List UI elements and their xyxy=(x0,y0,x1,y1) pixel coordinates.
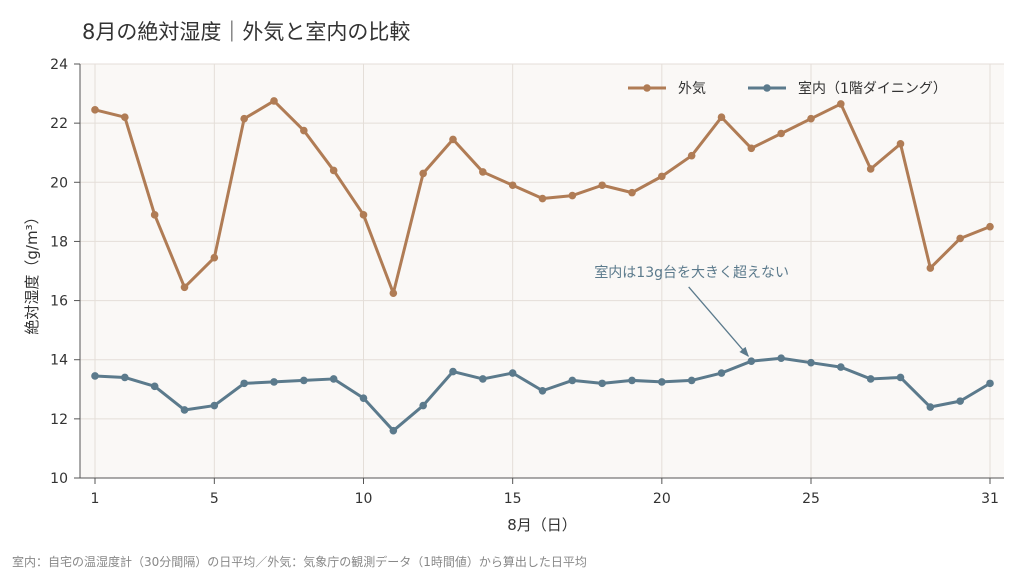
data-point xyxy=(180,283,189,292)
y-tick-label: 10 xyxy=(50,471,68,487)
data-point xyxy=(896,140,905,148)
y-tick-label: 14 xyxy=(50,353,68,369)
y-tick-label: 20 xyxy=(50,175,68,191)
data-point xyxy=(270,378,278,386)
data-point xyxy=(270,97,278,105)
data-point xyxy=(449,367,457,376)
data-point xyxy=(837,363,845,371)
x-axis-label: 8月（日） xyxy=(507,516,577,534)
data-point xyxy=(807,114,815,123)
data-point xyxy=(508,369,517,377)
x-tick-label: 10 xyxy=(355,491,373,507)
data-point xyxy=(210,253,219,262)
data-point xyxy=(479,375,487,383)
data-point xyxy=(956,234,964,243)
data-point xyxy=(479,168,487,176)
annotation-text: 室内は13g台を大きく超えない xyxy=(594,264,789,281)
x-tick-label: 25 xyxy=(802,491,820,507)
data-point xyxy=(658,172,666,181)
chart-title: 8月の絶対湿度｜外気と室内の比較 xyxy=(82,20,410,44)
data-point xyxy=(329,375,338,383)
data-point xyxy=(359,211,368,219)
x-tick-label: 20 xyxy=(653,491,671,507)
data-point xyxy=(986,379,994,388)
data-point xyxy=(300,126,308,135)
data-point xyxy=(91,106,99,114)
data-point xyxy=(150,211,159,219)
data-point xyxy=(389,426,398,435)
data-point xyxy=(628,376,636,385)
y-tick-label: 24 xyxy=(50,57,68,73)
series-1 xyxy=(91,97,994,297)
y-tick-label: 18 xyxy=(50,234,68,250)
data-point xyxy=(359,394,368,402)
data-point xyxy=(419,401,427,410)
data-point xyxy=(538,194,547,203)
data-point xyxy=(240,379,248,388)
data-point xyxy=(508,181,517,190)
data-point xyxy=(777,354,785,363)
data-point xyxy=(986,222,994,231)
data-point xyxy=(389,289,398,297)
legend-swatch-marker xyxy=(763,84,771,92)
data-point xyxy=(538,386,547,395)
data-point xyxy=(121,373,129,382)
data-point xyxy=(777,129,785,138)
data-point xyxy=(91,372,99,380)
data-point xyxy=(926,403,935,411)
x-tick-label: 31 xyxy=(981,491,999,507)
data-point xyxy=(150,382,159,391)
data-point xyxy=(837,100,845,108)
data-point xyxy=(240,114,248,123)
data-point xyxy=(300,376,308,385)
data-point xyxy=(121,113,129,122)
footnote: 室内：自宅の温湿度計（30分間隔）の日平均／外気：気象庁の観測データ（1時間値）… xyxy=(12,554,587,569)
data-point xyxy=(687,376,696,385)
data-point xyxy=(449,135,457,144)
data-point xyxy=(658,378,666,386)
legend-swatch-marker xyxy=(643,84,651,92)
data-point xyxy=(598,379,606,388)
data-point xyxy=(180,406,189,414)
y-tick-label: 22 xyxy=(50,116,68,132)
data-point xyxy=(866,165,875,173)
y-tick-label: 12 xyxy=(50,412,68,428)
data-point xyxy=(210,401,219,410)
data-point xyxy=(747,144,756,153)
series-layer xyxy=(91,97,994,435)
data-point xyxy=(568,376,577,385)
x-tick-label: 15 xyxy=(504,491,522,507)
data-point xyxy=(717,113,726,122)
data-point xyxy=(598,181,606,190)
annotation-layer: 室内は13g台を大きく超えない xyxy=(594,264,789,357)
legend: 外気 室内（1階ダイニング） xyxy=(628,80,947,97)
annotation-arrow xyxy=(688,286,749,357)
data-point xyxy=(896,373,905,382)
legend-label: 室内（1階ダイニング） xyxy=(798,80,947,97)
legend-item: 室内（1階ダイニング） xyxy=(748,80,947,97)
series-2 xyxy=(91,354,994,435)
data-point xyxy=(926,264,935,272)
grid xyxy=(80,63,1004,479)
data-point xyxy=(866,375,875,383)
x-tick-label: 1 xyxy=(91,491,100,507)
legend-item: 外気 xyxy=(628,81,706,97)
data-point xyxy=(956,397,964,405)
data-point xyxy=(628,188,636,197)
data-point xyxy=(687,151,696,160)
y-axis-label: 絶対湿度（g/m³） xyxy=(23,209,41,334)
data-point xyxy=(329,166,338,175)
data-point xyxy=(717,369,726,377)
legend-label: 外気 xyxy=(678,81,706,97)
plot-area xyxy=(80,64,1004,478)
data-point xyxy=(419,169,427,178)
data-point xyxy=(747,357,756,365)
data-point xyxy=(807,358,815,367)
data-point xyxy=(568,191,577,200)
y-tick-label: 16 xyxy=(50,294,68,310)
x-tick-label: 5 xyxy=(210,491,219,507)
